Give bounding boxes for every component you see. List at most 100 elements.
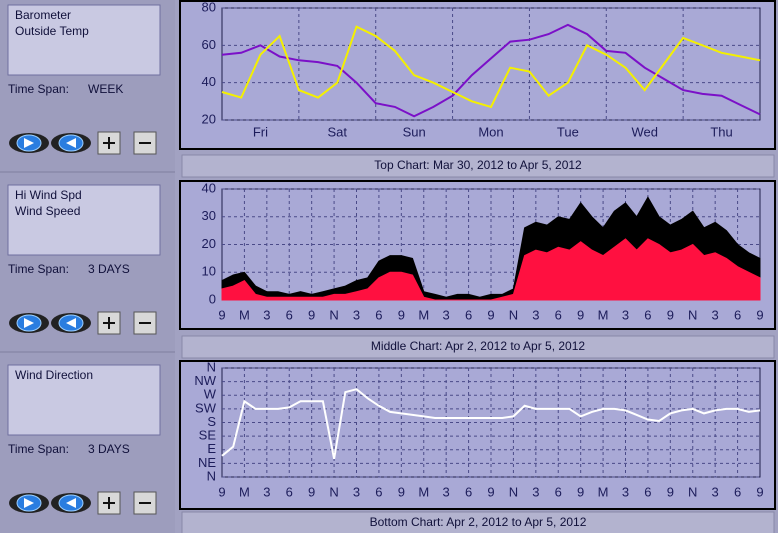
y-tick-label: NW (194, 373, 216, 388)
x-tick-label: 3 (622, 484, 629, 499)
series-list (7, 184, 161, 256)
x-tick-label: Tue (557, 124, 579, 139)
next-button[interactable] (51, 493, 91, 513)
caption-bar (181, 335, 775, 359)
x-tick-label: M (418, 307, 429, 322)
y-tick-label: N (207, 468, 216, 483)
x-tick-label: 3 (532, 484, 539, 499)
x-tick-label: N (329, 307, 338, 322)
series-line (221, 23, 761, 118)
arrow-icon (66, 138, 76, 148)
x-tick-label: 9 (487, 307, 494, 322)
arrow-icon (66, 318, 76, 328)
x-tick-label: 9 (667, 307, 674, 322)
x-tick-label: N (688, 484, 697, 499)
x-tick-label: Wed (631, 124, 658, 139)
y-tick-label: 40 (202, 180, 216, 195)
time-span: 3 DAYS (88, 442, 130, 456)
chart-caption: Bottom Chart: Apr 2, 2012 to Apr 5, 2012 (370, 515, 587, 529)
prev-button[interactable] (9, 313, 49, 333)
x-tick-label: 3 (622, 307, 629, 322)
x-tick-label: 9 (577, 484, 584, 499)
x-tick-label: N (688, 307, 697, 322)
y-tick-label: W (204, 387, 217, 402)
x-tick-label: Sun (403, 124, 426, 139)
series-label: Outside Temp (15, 24, 89, 38)
chart-caption: Top Chart: Mar 30, 2012 to Apr 5, 2012 (374, 158, 582, 172)
x-tick-label: 9 (756, 484, 763, 499)
x-tick-label: 9 (218, 484, 225, 499)
minus-button[interactable] (133, 131, 157, 155)
y-tick-label: SW (195, 400, 217, 415)
x-tick-label: 9 (577, 307, 584, 322)
x-tick-label: 9 (398, 307, 405, 322)
caption-bar (181, 154, 775, 178)
time-span-label: Time Span: (8, 262, 69, 276)
x-tick-label: M (418, 484, 429, 499)
x-tick-label: 6 (465, 307, 472, 322)
x-tick-label: 3 (443, 307, 450, 322)
plot-area (221, 7, 761, 121)
y-tick-label: 20 (202, 236, 216, 251)
x-tick-label: 6 (734, 307, 741, 322)
x-tick-label: 3 (532, 307, 539, 322)
series-label: Wind Speed (15, 204, 80, 218)
x-tick-label: 6 (286, 307, 293, 322)
time-span-label: Time Span: (8, 82, 69, 96)
plus-button[interactable] (97, 311, 121, 335)
x-tick-label: 9 (218, 307, 225, 322)
button-icon (103, 317, 115, 329)
series-line (221, 25, 761, 109)
button-icon (103, 137, 115, 149)
x-tick-label: 9 (487, 484, 494, 499)
y-tick-label: 60 (202, 37, 216, 52)
next-button[interactable] (51, 313, 91, 333)
next-button[interactable] (51, 133, 91, 153)
x-tick-label: 6 (644, 307, 651, 322)
x-tick-label: 3 (712, 484, 719, 499)
x-tick-label: Fri (253, 124, 268, 139)
minus-button[interactable] (133, 491, 157, 515)
x-tick-label: 6 (555, 307, 562, 322)
y-tick-label: 10 (202, 264, 216, 279)
y-tick-label: 0 (209, 291, 216, 306)
x-tick-label: Mon (478, 124, 503, 139)
x-tick-label: 6 (375, 484, 382, 499)
y-tick-label: 40 (202, 74, 216, 89)
series-list (7, 364, 161, 436)
x-tick-label: M (598, 307, 609, 322)
x-tick-label: M (239, 307, 250, 322)
x-tick-label: Sat (328, 124, 348, 139)
x-tick-label: 3 (263, 484, 270, 499)
x-tick-label: 3 (353, 484, 360, 499)
x-tick-label: 9 (756, 307, 763, 322)
y-tick-label: 30 (202, 208, 216, 223)
x-tick-label: 6 (555, 484, 562, 499)
arrow-icon (24, 498, 34, 508)
y-tick-label: S (207, 414, 216, 429)
arrow-icon (24, 138, 34, 148)
series-label: Hi Wind Spd (15, 188, 82, 202)
x-tick-label: 9 (667, 484, 674, 499)
y-tick-label: E (207, 441, 216, 456)
sidebar (0, 0, 175, 533)
x-tick-label: N (329, 484, 338, 499)
y-tick-label: N (207, 359, 216, 374)
x-tick-label: 3 (353, 307, 360, 322)
chart-caption: Middle Chart: Apr 2, 2012 to Apr 5, 2012 (371, 339, 585, 353)
x-tick-label: 9 (308, 307, 315, 322)
series-line (221, 388, 761, 459)
caption-bar (181, 511, 775, 533)
plus-button[interactable] (97, 491, 121, 515)
x-tick-label: 6 (375, 307, 382, 322)
prev-button[interactable] (9, 493, 49, 513)
prev-button[interactable] (9, 133, 49, 153)
x-tick-label: Thu (710, 124, 732, 139)
minus-button[interactable] (133, 311, 157, 335)
x-tick-label: N (509, 484, 518, 499)
button-icon (103, 497, 115, 509)
plus-button[interactable] (97, 131, 121, 155)
x-tick-label: 6 (286, 484, 293, 499)
y-tick-label: SE (199, 428, 217, 443)
